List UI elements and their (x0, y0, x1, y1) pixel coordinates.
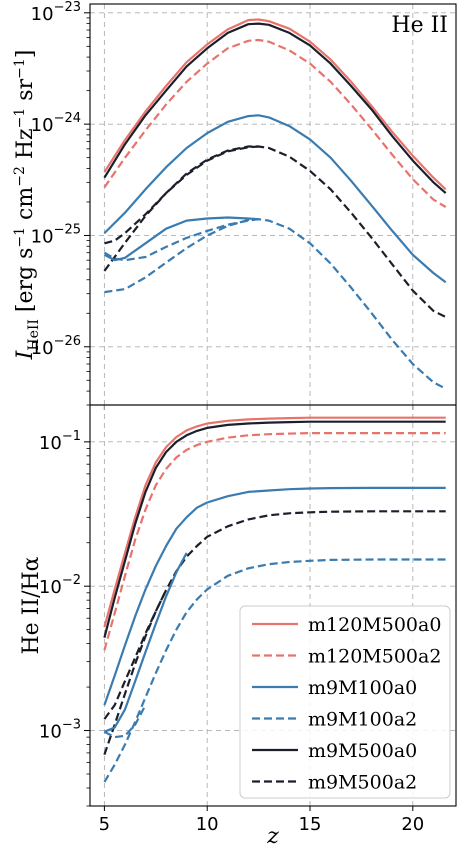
y-tick-label: 10−23 (31, 0, 81, 25)
minor-ticks (86, 17, 90, 406)
series-lines (103, 416, 446, 783)
series-m9m500a2 (103, 145, 447, 318)
series-m9m100a2-branch (103, 218, 259, 262)
x-axis-label: z (266, 824, 279, 849)
y-tick-label: 10−26 (31, 334, 81, 359)
series-m9m100a0 (103, 486, 446, 706)
legend-label-m9m500a2: m9M500a2 (308, 772, 417, 794)
gridlines (90, 4, 456, 405)
y-tick-labels: 10−23 10−24 10−25 10−26 (31, 0, 90, 359)
x-tick-label: 15 (299, 814, 322, 835)
series-m9m500a0 (103, 22, 447, 194)
y-axis-label: He II/Hα (19, 556, 44, 654)
series-m120m500a0 (103, 18, 447, 191)
series-m9m100a2 (103, 558, 446, 783)
y-tick-label: 10−3 (39, 718, 81, 743)
panel-label: He II (391, 13, 448, 38)
legend: m120M500a0 m120M500a2 m9M100a0 m9M100a2 m9M5… (239, 605, 451, 799)
series-m9m100a0-branch (103, 552, 188, 733)
y-tick-label: 10−2 (39, 573, 81, 598)
minor-ticks (86, 448, 90, 807)
y-tick-label: 10−1 (39, 429, 81, 454)
series-m9m100a2-branch (103, 704, 147, 739)
legend-label-m120m500a0: m120M500a0 (308, 614, 441, 636)
y-tick-label: 10−25 (31, 222, 81, 247)
x-tick-label: 10 (196, 814, 219, 835)
series-m9m500a2-branch (103, 589, 168, 720)
x-tick-labels: 5 10 15 20 (99, 814, 425, 835)
series-m9m500a0 (103, 420, 446, 638)
series-m9m100a0 (103, 114, 447, 284)
series-lines (103, 18, 447, 390)
bottom-panel: 10−110−210−3He II/Hα5 10 15 20zm120M500a0m1… (19, 404, 457, 849)
legend-label-m9m100a2: m9M100a2 (308, 709, 417, 731)
series-m9m100a2 (104, 218, 447, 390)
legend-label-m120m500a2: m120M500a2 (308, 646, 441, 668)
plot-frame (89, 3, 457, 406)
series-m120m500a2 (103, 432, 446, 651)
x-tick-label: 5 (99, 814, 110, 835)
plot-frame (89, 404, 457, 807)
series-m120m500a0 (103, 416, 446, 628)
series-m9m500a2-branch (104, 145, 259, 245)
series-m9m500a2 (103, 510, 446, 756)
y-tick-label: 10−24 (31, 111, 81, 136)
legend-label-m9m100a0: m9M100a0 (308, 677, 417, 699)
top-panel: 10−23 10−24 10−25 10−26 He II IHeII [erg s−1 … (12, 0, 457, 410)
x-tick-label: 20 (401, 814, 424, 835)
legend-label-m9m500a0: m9M500a0 (308, 740, 417, 762)
series-m120m500a2 (103, 38, 447, 208)
y-axis-label: IHeII [erg s−1 cm−2 Hz−1 sr−1] (12, 50, 42, 361)
y-tick-labels: 10−1 10−2 10−3 (39, 429, 90, 743)
